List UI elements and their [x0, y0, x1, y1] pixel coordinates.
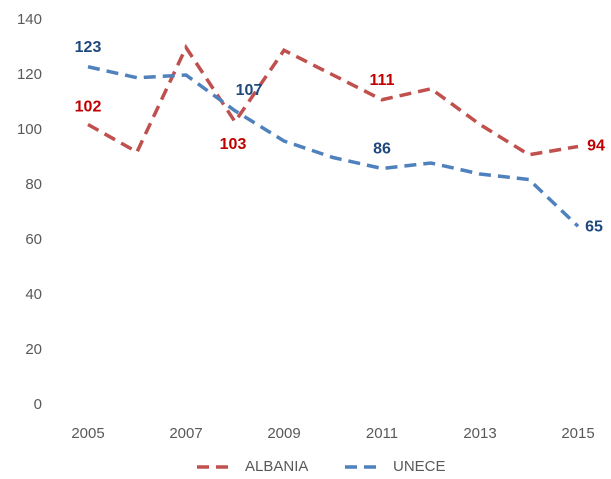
y-tick-label: 20	[25, 341, 42, 358]
data-label: 65	[585, 218, 603, 235]
data-label: 123	[75, 39, 102, 56]
line	[87, 43, 579, 157]
x-tick-label: 2013	[463, 425, 496, 442]
data-label: 94	[587, 138, 605, 155]
y-tick-label: 100	[17, 121, 42, 138]
legend-label: ALBANIA	[245, 458, 308, 475]
legend-label: UNECE	[393, 458, 446, 475]
y-tick-label: 60	[25, 231, 42, 248]
x-tick-label: 2005	[71, 425, 104, 442]
x-tick-label: 2009	[267, 425, 300, 442]
y-tick-label: 40	[25, 286, 42, 303]
data-label: 103	[220, 136, 247, 153]
line	[87, 65, 580, 228]
data-label: 111	[370, 72, 395, 89]
y-tick-label: 140	[17, 11, 42, 28]
y-tick-label: 120	[17, 66, 42, 83]
data-label: 86	[373, 141, 391, 158]
data-label: 102	[75, 99, 102, 116]
data-label: 107	[236, 82, 263, 99]
x-tick-label: 2011	[366, 425, 398, 442]
x-tick-label: 2015	[561, 425, 594, 442]
y-tick-label: 80	[25, 176, 42, 193]
x-tick-label: 2007	[169, 425, 202, 442]
y-tick-label: 0	[34, 396, 42, 413]
